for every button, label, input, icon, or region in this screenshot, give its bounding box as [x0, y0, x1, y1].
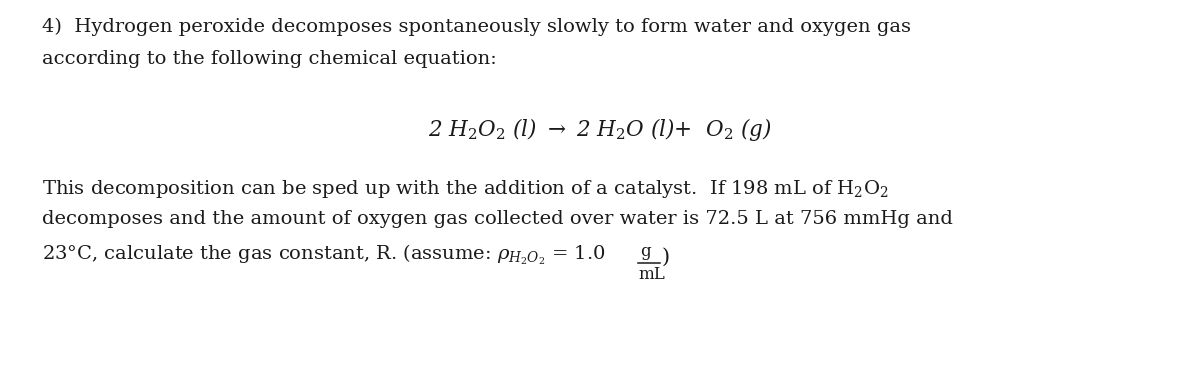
Text: 2 H$_2$O$_2$ ($\mathit{l}$) $\rightarrow$ 2 H$_2$O ($\mathit{l}$)+  O$_2$ (g): 2 H$_2$O$_2$ ($\mathit{l}$) $\rightarrow…	[428, 116, 772, 143]
Text: mL: mL	[638, 266, 665, 283]
Text: g: g	[640, 243, 650, 260]
Text: ): )	[662, 248, 670, 267]
Text: decomposes and the amount of oxygen gas collected over water is 72.5 L at 756 mm: decomposes and the amount of oxygen gas …	[42, 210, 953, 228]
Text: This decomposition can be sped up with the addition of a catalyst.  If 198 mL of: This decomposition can be sped up with t…	[42, 178, 888, 200]
Text: 23°C, calculate the gas constant, R. (assume: $\rho_{H_2O_2}$ = 1.0: 23°C, calculate the gas constant, R. (as…	[42, 243, 607, 267]
Text: according to the following chemical equation:: according to the following chemical equa…	[42, 50, 497, 68]
Text: 4)  Hydrogen peroxide decomposes spontaneously slowly to form water and oxygen g: 4) Hydrogen peroxide decomposes spontane…	[42, 18, 911, 36]
